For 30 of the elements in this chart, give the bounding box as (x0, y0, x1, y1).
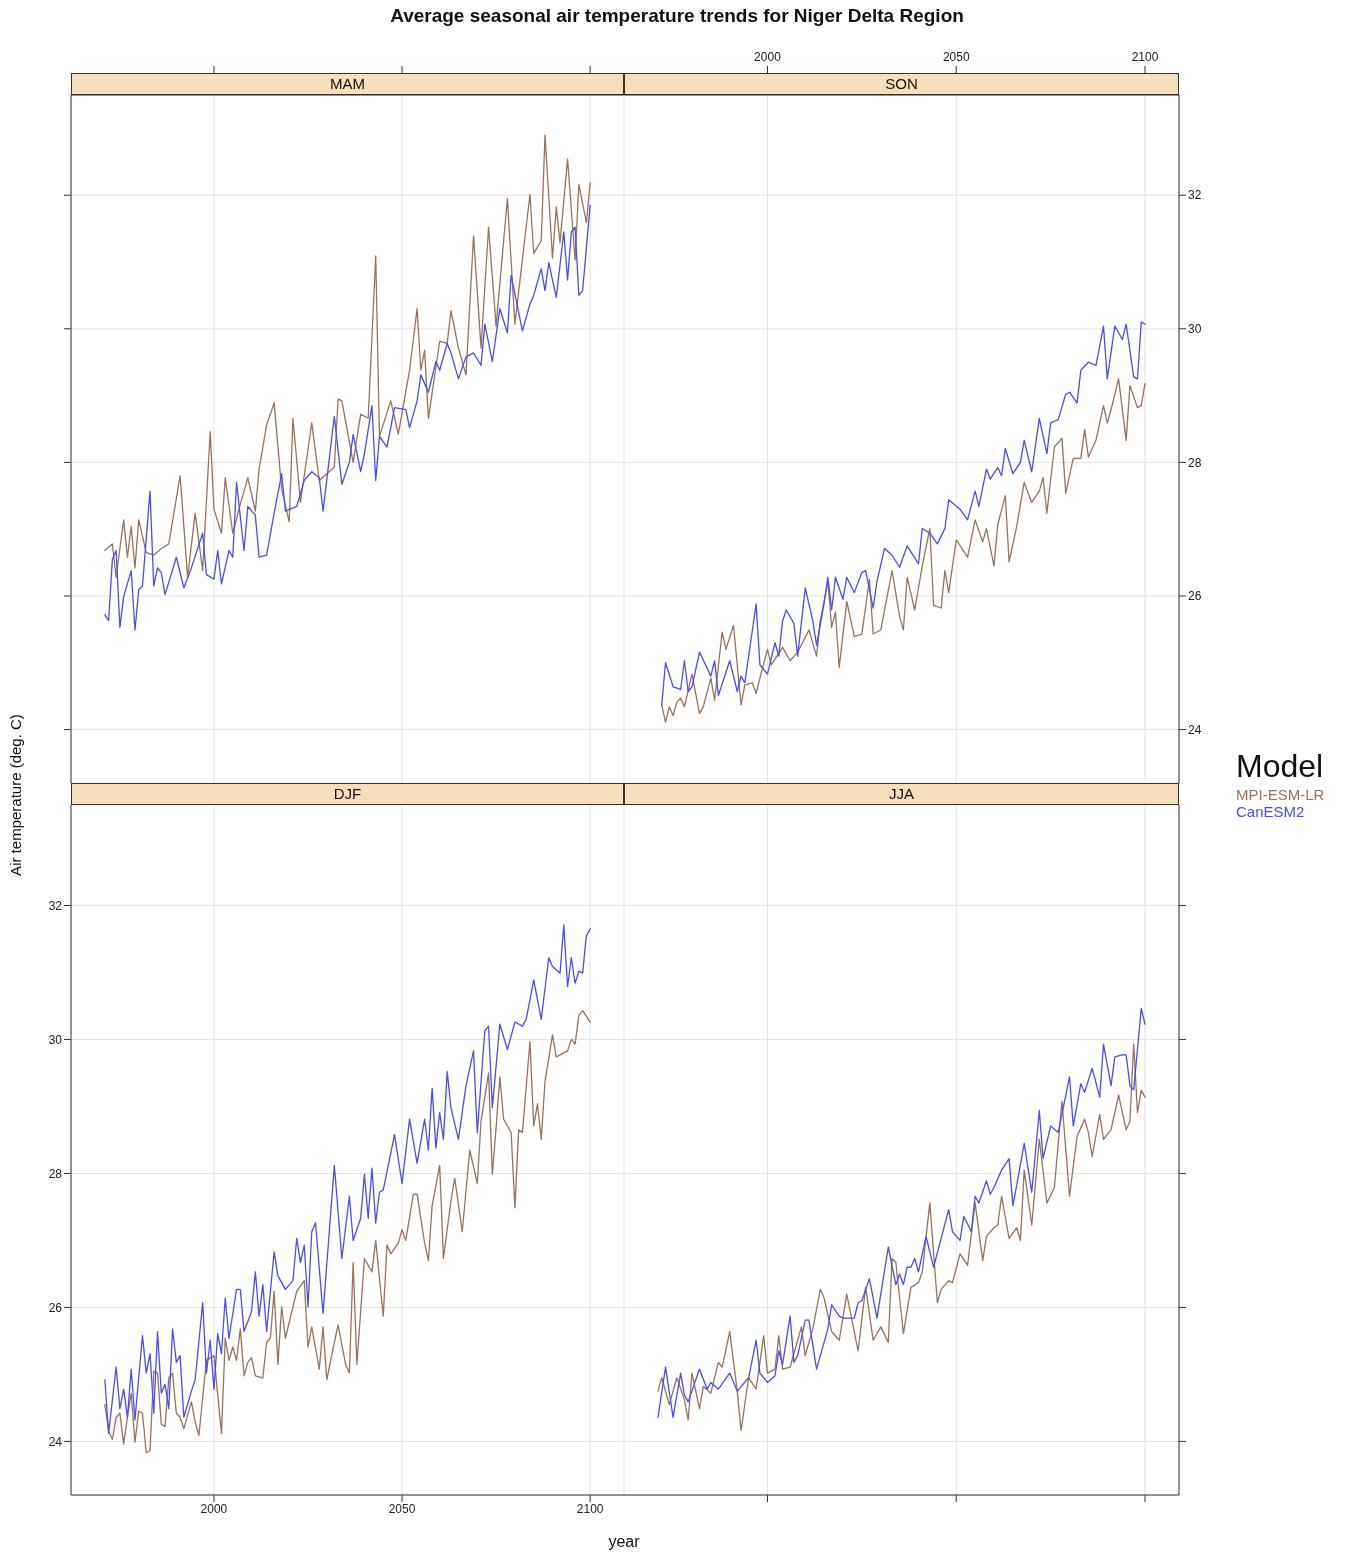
x-tick-label: 2100 (576, 1501, 604, 1516)
x-tick-label: 2000 (754, 50, 782, 64)
text: CanESM2 (1236, 803, 1306, 820)
x-tick-label: 2050 (942, 50, 970, 64)
chart-title: MAM (71, 73, 624, 95)
chart-title: DJF (71, 783, 624, 805)
y-tick-label: 30 (1188, 322, 1202, 337)
x-axis-title: year (607, 1533, 641, 1551)
text: MPI-ESM-LR (1236, 786, 1325, 803)
y-tick-label: 26 (1188, 589, 1202, 604)
y-tick-label: 32 (48, 898, 63, 913)
line-series (104, 1010, 591, 1454)
chart-title: SON (624, 73, 1179, 95)
y-tick-label: 28 (1188, 455, 1202, 470)
text: Average seasonal air temperature trends for Niger Delta Region (389, 5, 965, 27)
x-tick-label: 2000 (200, 1501, 228, 1516)
y-axis-title: Air temperature (deg. C) (7, 713, 25, 878)
y-tick-label: 30 (48, 1032, 63, 1047)
x-tick-label: 2100 (1131, 50, 1159, 64)
y-tick-label: 24 (1188, 722, 1202, 737)
line-series (661, 378, 1146, 723)
chart-title: JJA (624, 783, 1179, 805)
x-tick-label: 2050 (388, 1501, 416, 1516)
y-tick-label: 32 (1188, 188, 1202, 203)
line-series (661, 321, 1146, 706)
legend-title: Model (1236, 747, 1325, 786)
y-tick-label: 24 (48, 1434, 63, 1449)
y-tick-label: 26 (48, 1300, 63, 1315)
y-tick-label: 28 (48, 1166, 63, 1181)
line-series (104, 924, 591, 1435)
